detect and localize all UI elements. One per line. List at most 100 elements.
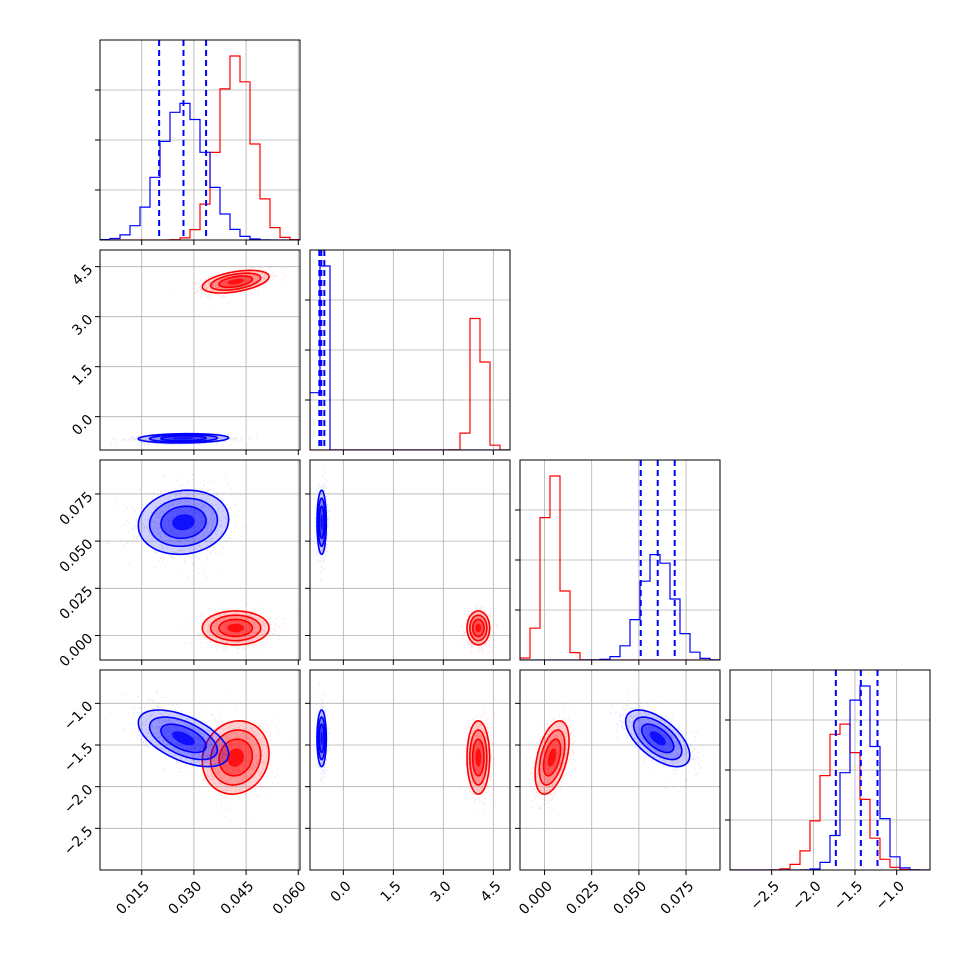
contour-red-2 <box>218 275 254 289</box>
y-tick-label: 4.5 <box>69 262 96 289</box>
y-tick-label: 0.075 <box>57 489 97 529</box>
contour-blue-0 <box>316 489 328 556</box>
panel-frame <box>309 669 511 871</box>
y-tick-label: 0.000 <box>57 631 97 671</box>
panel-3-1 <box>305 669 511 875</box>
density-fill-blue-3 <box>172 514 195 531</box>
panel-2-0 <box>95 459 301 665</box>
y-tick-label: −1.0 <box>61 698 96 733</box>
contour-red-2 <box>218 618 254 638</box>
density-fill-red-3 <box>475 623 482 633</box>
panel-frame <box>99 459 301 661</box>
contour-blue-2 <box>640 723 675 754</box>
panel-3-2 <box>515 669 721 875</box>
x-tick-label: 1.5 <box>378 878 405 905</box>
contour-blue-2 <box>160 505 207 540</box>
density-fill-red-3 <box>227 623 244 633</box>
contour-red-0 <box>201 610 270 646</box>
x-tick-label: 4.5 <box>478 878 505 905</box>
density-fill-blue-3 <box>320 514 323 531</box>
x-tick-label: −2.0 <box>789 878 824 913</box>
contour-blue-0 <box>624 709 691 768</box>
histogram-blue-3 <box>730 685 930 870</box>
x-tick-label: 0.000 <box>516 878 556 918</box>
density-fill-red-3 <box>475 748 482 767</box>
contour-red-0 <box>201 719 270 796</box>
panel-2-1 <box>305 459 511 665</box>
contour-red-2 <box>471 738 485 777</box>
histogram-red-0 <box>100 55 300 240</box>
contour-red-1 <box>209 272 262 291</box>
contour-red-0 <box>534 720 570 795</box>
density-fill-red-3 <box>547 748 557 767</box>
contour-red-0 <box>466 610 491 646</box>
density-fill-blue-3 <box>320 731 323 746</box>
histogram-blue-1 <box>310 265 510 450</box>
y-tick-label: 0.025 <box>57 583 97 623</box>
histogram-blue-0 <box>100 102 300 240</box>
histogram-blue-2 <box>520 554 720 660</box>
x-tick-label: 0.075 <box>658 878 698 918</box>
y-tick-label: 1.5 <box>69 362 96 389</box>
contour-blue-1 <box>317 497 327 548</box>
contour-blue-2 <box>318 505 325 540</box>
x-tick-label: 0.030 <box>166 878 206 918</box>
panel-1-0 <box>95 249 301 455</box>
density-fill-red-3 <box>227 748 244 767</box>
density-fill-blue-3 <box>649 731 666 746</box>
y-tick-label: 0.050 <box>57 536 97 576</box>
x-tick-label: −2.5 <box>748 878 783 913</box>
y-tick-label: −2.5 <box>61 823 96 858</box>
panel-3-3 <box>725 669 931 875</box>
contour-red-1 <box>209 729 262 786</box>
contour-blue-2 <box>318 723 325 754</box>
density-fill-blue-3 <box>172 731 195 746</box>
contour-red-0 <box>201 269 270 294</box>
density-fill-blue-3 <box>172 437 195 440</box>
panel-0-0 <box>95 39 301 245</box>
x-tick-label: 0.045 <box>218 878 258 918</box>
contour-red-2 <box>542 738 562 777</box>
y-tick-label: −1.5 <box>61 740 96 775</box>
contour-blue-2 <box>160 435 207 442</box>
y-tick-label: −2.0 <box>61 782 96 817</box>
panel-frame <box>99 249 301 451</box>
histogram-red-1 <box>310 317 510 450</box>
contour-red-1 <box>468 729 488 786</box>
contour-red-1 <box>538 729 566 786</box>
scatter-red-1-0 <box>168 260 287 308</box>
contour-red-2 <box>218 738 254 777</box>
y-tick-label: 0.0 <box>69 412 96 439</box>
panel-frame <box>309 459 511 661</box>
panel-frame <box>519 669 721 871</box>
contour-blue-1 <box>148 497 219 548</box>
contour-blue-1 <box>317 716 327 761</box>
x-tick-label: 0.015 <box>113 878 153 918</box>
contour-blue-0 <box>316 709 328 768</box>
panel-frame <box>99 669 301 871</box>
contour-blue-1 <box>148 433 219 443</box>
scatter-blue-2-0 <box>108 474 244 578</box>
histogram-red-2 <box>520 475 720 660</box>
contour-blue-0 <box>137 432 230 444</box>
x-tick-label: −1.5 <box>831 878 866 913</box>
x-tick-label: −1.0 <box>873 878 908 913</box>
contour-blue-1 <box>148 716 219 761</box>
panel-2-2 <box>515 459 721 665</box>
contour-red-1 <box>209 614 262 642</box>
x-tick-label: 0.060 <box>270 878 310 918</box>
contour-red-2 <box>471 618 485 638</box>
contour-red-1 <box>468 614 488 642</box>
contour-blue-2 <box>160 723 207 754</box>
y-tick-label: 3.0 <box>69 312 96 339</box>
contour-blue-1 <box>632 716 683 761</box>
density-fill-red-3 <box>227 278 244 285</box>
x-tick-label: 0.050 <box>611 878 651 918</box>
x-tick-label: 3.0 <box>428 878 455 905</box>
contour-blue-0 <box>137 709 230 768</box>
x-tick-label: 0.025 <box>563 878 603 918</box>
contour-blue-0 <box>137 489 230 556</box>
contour-red-0 <box>466 719 491 796</box>
panel-3-0 <box>95 669 301 875</box>
